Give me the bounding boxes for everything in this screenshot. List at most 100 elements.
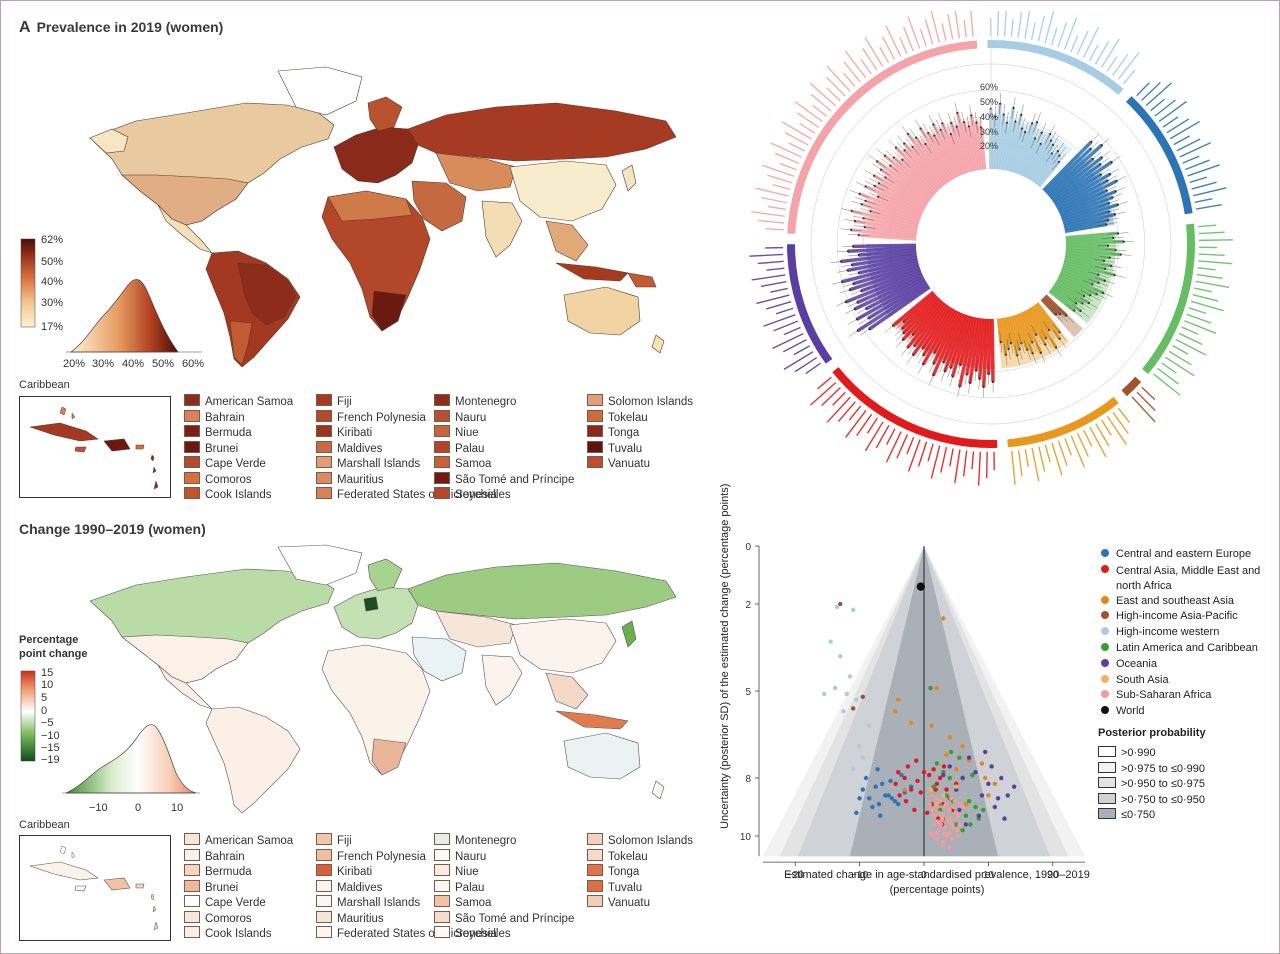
radial-point (860, 289, 863, 293)
map2-indonesia (555, 710, 629, 730)
radial-bar (840, 250, 917, 264)
map-alaska (89, 128, 129, 154)
radial-point (1049, 139, 1053, 142)
radial-country-label-mark (1017, 11, 1023, 38)
radial-country-label-mark (1024, 11, 1031, 39)
scatter-point (892, 709, 898, 714)
radial-point (906, 346, 909, 349)
radial-country-label-mark (751, 274, 786, 281)
radial-country-label-mark (917, 441, 928, 467)
scatter-point (937, 775, 943, 781)
radial-bar (968, 317, 982, 384)
legend-label: Niue (455, 427, 479, 439)
legend-swatch (434, 864, 450, 876)
radial-point (1054, 313, 1058, 316)
scatter-point (966, 755, 972, 760)
map-middle-east (411, 180, 467, 232)
change-legend-item: Kiribati (316, 864, 372, 878)
scatter-legend-item: World (1101, 705, 1145, 720)
radial-point (911, 333, 915, 336)
scatter-point (915, 778, 920, 784)
prevalence-legend-item: Cook Islands (184, 487, 271, 501)
scatter-point (966, 799, 972, 804)
legend-swatch (184, 910, 200, 923)
scatter-point (960, 743, 965, 749)
scatter-point (931, 784, 936, 789)
radial-point (1107, 218, 1110, 222)
prevalence-legend-item: São Tomé and Príncipe (434, 471, 574, 486)
radial-country-label-mark (826, 396, 851, 423)
radial-point (877, 182, 880, 185)
radial-point (967, 125, 971, 128)
radial-point (939, 128, 942, 131)
radial-country-label-mark (1017, 450, 1023, 477)
radial-point (853, 308, 856, 311)
radial-country-label-mark (1186, 313, 1212, 324)
x-tick-label: 0 (921, 870, 927, 881)
radial-bar (867, 281, 928, 320)
change-legend-item: Palau (434, 879, 484, 894)
radial-country-label-mark (1195, 204, 1222, 210)
radial-bar (876, 159, 932, 202)
radial-country-label-mark (760, 280, 787, 288)
legend-swatch (587, 456, 603, 468)
radial-point (919, 127, 922, 130)
map-usa (121, 174, 249, 226)
radial-country-label-mark (770, 142, 803, 158)
radial-country-label-mark (1100, 38, 1120, 69)
map-se-asia (545, 220, 589, 262)
legend-swatch (316, 456, 332, 468)
radial-country-label-mark (1154, 99, 1176, 117)
legend-label: Tonga (608, 866, 640, 878)
radial-point (1099, 173, 1103, 176)
radial-point (1035, 121, 1039, 124)
radial-country-label-mark (896, 434, 909, 459)
radial-country-label-mark (1169, 120, 1201, 140)
legend-label: Fiji (337, 835, 352, 847)
legend-label: World (1116, 705, 1145, 718)
radial-country-label-mark (1193, 187, 1227, 197)
legend-swatch (434, 487, 450, 499)
chg-tick-m10: −10 (41, 730, 60, 742)
scatter-point (934, 761, 940, 766)
radial-bar (957, 316, 977, 387)
radial-country-label-mark (1184, 320, 1217, 334)
radial-point (975, 121, 978, 124)
radial-country-label-mark (1136, 391, 1156, 412)
scatter-point (940, 842, 945, 847)
prev-density-tick-50: 50% (152, 358, 175, 370)
prevalence-legend-item: Palau (434, 440, 484, 455)
scatter-point (948, 749, 954, 755)
scatter-point (954, 828, 960, 833)
radial-country-label-mark (864, 37, 884, 67)
radial-point (1116, 232, 1120, 235)
radial-point (864, 185, 867, 188)
scatter-point (934, 836, 940, 842)
legend-swatch (434, 425, 450, 437)
radial-country-label-mark (1187, 164, 1220, 177)
legend-label: Seychelles (455, 928, 511, 940)
change-legend-item: Seychelles (434, 926, 511, 940)
prevalence-colorbar (20, 238, 36, 328)
radial-bar (858, 192, 922, 219)
radial-country-label-mark (1051, 442, 1063, 476)
y-tick-label: 8 (745, 774, 751, 785)
legend-swatch (184, 425, 200, 437)
scatter-point (883, 793, 888, 798)
legend-box-icon (1098, 777, 1116, 788)
puerto-rico-shape-b (135, 883, 145, 889)
radial-point (1005, 121, 1009, 124)
radial-country-label-mark (805, 362, 821, 375)
posterior-legend-item: >0·750 to ≤0·950 (1098, 792, 1205, 808)
scatter-point (876, 801, 882, 807)
radial-point (901, 327, 904, 330)
radial-country-label-mark (954, 449, 961, 484)
legend-label: Central and eastern Europe (1116, 548, 1252, 560)
scatter-point (860, 694, 866, 699)
ring-label-30: 30% (980, 127, 999, 137)
map-central-asia (435, 152, 517, 192)
scatter-point (921, 770, 927, 775)
legend-swatch (316, 879, 332, 892)
legend-label: Vanuatu (608, 897, 650, 909)
radial-bar (856, 272, 924, 305)
